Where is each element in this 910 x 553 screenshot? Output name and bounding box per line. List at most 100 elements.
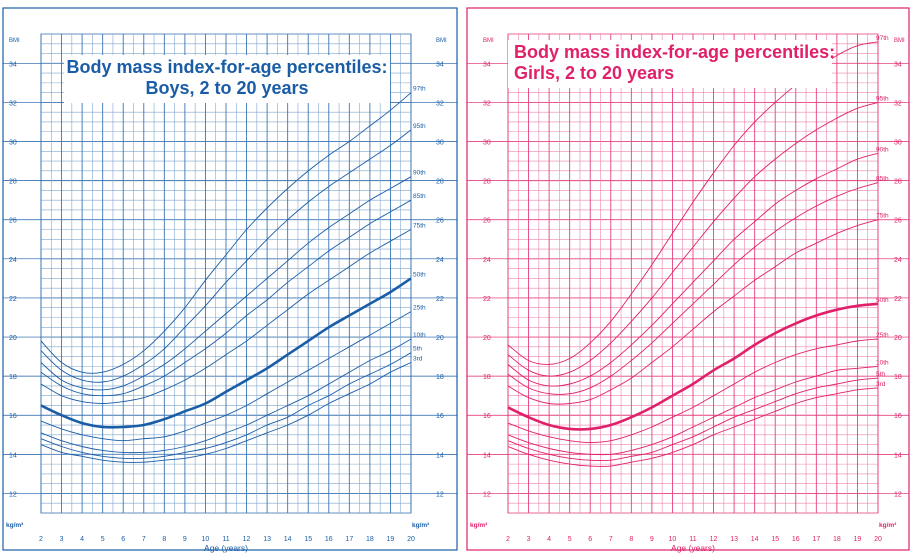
- boys-y-tick-label-right: 28: [436, 179, 444, 186]
- girls-curve-label-10th: 10th: [876, 359, 889, 366]
- girls-y-tick-label-left: 28: [483, 179, 491, 186]
- boys-curve-label-25th: 25th: [413, 305, 426, 312]
- girls-curve-75th: [507, 219, 879, 405]
- boys-x-tick-label: 18: [366, 536, 374, 543]
- girls-y-tick-label-left: 24: [483, 257, 491, 264]
- girls-curve-90th: [507, 152, 879, 387]
- boys-unit-label-left: kg/m²: [6, 522, 24, 529]
- girls-y-tick-label-left: 26: [483, 218, 491, 225]
- girls-y-tick-label-left: 30: [483, 140, 491, 147]
- boys-y-tick-label-left: 16: [9, 413, 17, 420]
- boys-x-tick-label: 9: [183, 536, 187, 543]
- girls-y-tick-label-left: 22: [483, 296, 491, 303]
- girls-x-tick-label: 3: [527, 536, 531, 543]
- boys-y-tick-label-right: 18: [436, 374, 444, 381]
- boys-curve-25th: [40, 311, 412, 442]
- girls-y-axis-label-right: BMI: [894, 38, 905, 44]
- girls-x-tick-label: 15: [771, 536, 779, 543]
- boys-y-tick-label-right: 22: [436, 296, 444, 303]
- girls-y-tick-label-right: 24: [894, 257, 902, 264]
- boys-x-tick-label: 7: [142, 536, 146, 543]
- girls-curve-label-5th: 5th: [876, 371, 885, 378]
- girls-y-tick-label-right: 30: [894, 140, 902, 147]
- girls-x-tick-label: 12: [710, 536, 718, 543]
- boys-y-tick-label-right: 14: [436, 452, 444, 459]
- girls-curve-5th: [507, 377, 879, 462]
- girls-y-tick-label-left: 16: [483, 413, 491, 420]
- boys-x-tick-label: 13: [263, 536, 271, 543]
- boys-curve-10th: [40, 338, 412, 454]
- girls-x-tick-label: 6: [588, 536, 592, 543]
- boys-bmi-chart: 12 12 14 14 16 16 18 18 20 20 22 22 24 24 26 26 28 28 30 30…: [2, 7, 458, 553]
- boys-y-tick-label-right: 24: [436, 257, 444, 264]
- boys-curve-3rd: [40, 362, 412, 463]
- boys-y-tick-label-right: 16: [436, 413, 444, 420]
- girls-x-tick-label: 18: [833, 536, 841, 543]
- girls-curve-label-3rd: 3rd: [876, 381, 886, 388]
- boys-y-tick-label-left: 26: [9, 218, 17, 225]
- boys-x-axis-label: Age (years): [204, 543, 248, 553]
- boys-x-tick-label: 5: [101, 536, 105, 543]
- boys-curve-label-75th: 75th: [413, 223, 426, 230]
- girls-x-tick-label: 13: [730, 536, 738, 543]
- boys-curve-5th: [40, 352, 412, 459]
- girls-x-axis-label: Age (years): [671, 543, 715, 553]
- boys-curve-75th: [40, 229, 412, 404]
- girls-x-tick-label: 19: [854, 536, 862, 543]
- boys-curve-label-3rd: 3rd: [413, 355, 423, 362]
- girls-unit-label-left: kg/m²: [470, 522, 488, 529]
- boys-chart-title-box: Body mass index-for-age percentiles: Boy…: [64, 55, 390, 103]
- boys-curve-90th: [40, 176, 412, 391]
- boys-curve-label-85th: 85th: [413, 193, 426, 200]
- girls-x-tick-label: 10: [669, 536, 677, 543]
- girls-y-tick-label-right: 20: [894, 335, 902, 342]
- boys-x-tick-label: 20: [407, 536, 415, 543]
- girls-y-axis-label-left: BMI: [483, 38, 494, 44]
- boys-x-tick-label: 16: [325, 536, 333, 543]
- girls-y-tick-label-right: 22: [894, 296, 902, 303]
- girls-curve-25th: [507, 338, 879, 444]
- girls-y-tick-label-right: 28: [894, 179, 902, 186]
- boys-y-tick-label-left: 12: [9, 491, 17, 498]
- boys-curve-95th: [40, 129, 412, 383]
- girls-y-tick-label-right: 12: [894, 491, 902, 498]
- boys-y-tick-label-left: 18: [9, 374, 17, 381]
- boys-chart-title: Body mass index-for-age percentiles:: [66, 57, 388, 77]
- girls-y-tick-label-right: 26: [894, 218, 902, 225]
- girls-x-tick-label: 2: [506, 536, 510, 543]
- girls-curve-3rd: [507, 387, 879, 467]
- boys-curve-label-90th: 90th: [413, 170, 426, 177]
- boys-curve-label-5th: 5th: [413, 346, 422, 353]
- girls-unit-label-right: kg/m²: [879, 522, 897, 529]
- girls-curve-85th: [507, 182, 879, 395]
- girls-x-tick-label: 4: [547, 536, 551, 543]
- girls-bmi-chart: 12 12 14 14 16 16 18 18 20 20 22 22 24 24 26 26 28 28 30 30…: [466, 0, 910, 553]
- girls-y-tick-label-right: 16: [894, 413, 902, 420]
- girls-y-tick-label-left: 18: [483, 374, 491, 381]
- girls-curve-label-90th: 90th: [876, 146, 889, 153]
- girls-y-tick-label-left: 14: [483, 452, 491, 459]
- boys-x-tick-label: 10: [202, 536, 210, 543]
- girls-y-tick-label-left: 20: [483, 335, 491, 342]
- girls-curve-50th: [507, 302, 879, 431]
- boys-y-tick-label-right: 32: [436, 100, 444, 107]
- boys-y-tick-label-left: 34: [9, 61, 17, 68]
- girls-x-tick-label: 9: [650, 536, 654, 543]
- girls-x-tick-label: 5: [568, 536, 572, 543]
- boys-curve-label-10th: 10th: [413, 332, 426, 339]
- boys-y-tick-label-right: 30: [436, 140, 444, 147]
- boys-x-tick-label: 15: [304, 536, 312, 543]
- girls-y-tick-label-right: 18: [894, 374, 902, 381]
- boys-x-tick-label: 4: [80, 536, 84, 543]
- boys-y-tick-label-left: 22: [9, 296, 17, 303]
- girls-chart-subtitle: Girls, 2 to 20 years: [514, 63, 675, 83]
- boys-y-tick-label-left: 14: [9, 452, 17, 459]
- girls-x-tick-label: 17: [812, 536, 820, 543]
- boys-y-tick-label-right: 34: [436, 61, 444, 68]
- girls-y-tick-label-left: 12: [483, 491, 491, 498]
- girls-x-tick-label: 8: [629, 536, 633, 543]
- girls-y-tick-label-right: 14: [894, 452, 902, 459]
- girls-x-tick-label: 20: [874, 536, 882, 543]
- boys-y-tick-label-left: 24: [9, 257, 17, 264]
